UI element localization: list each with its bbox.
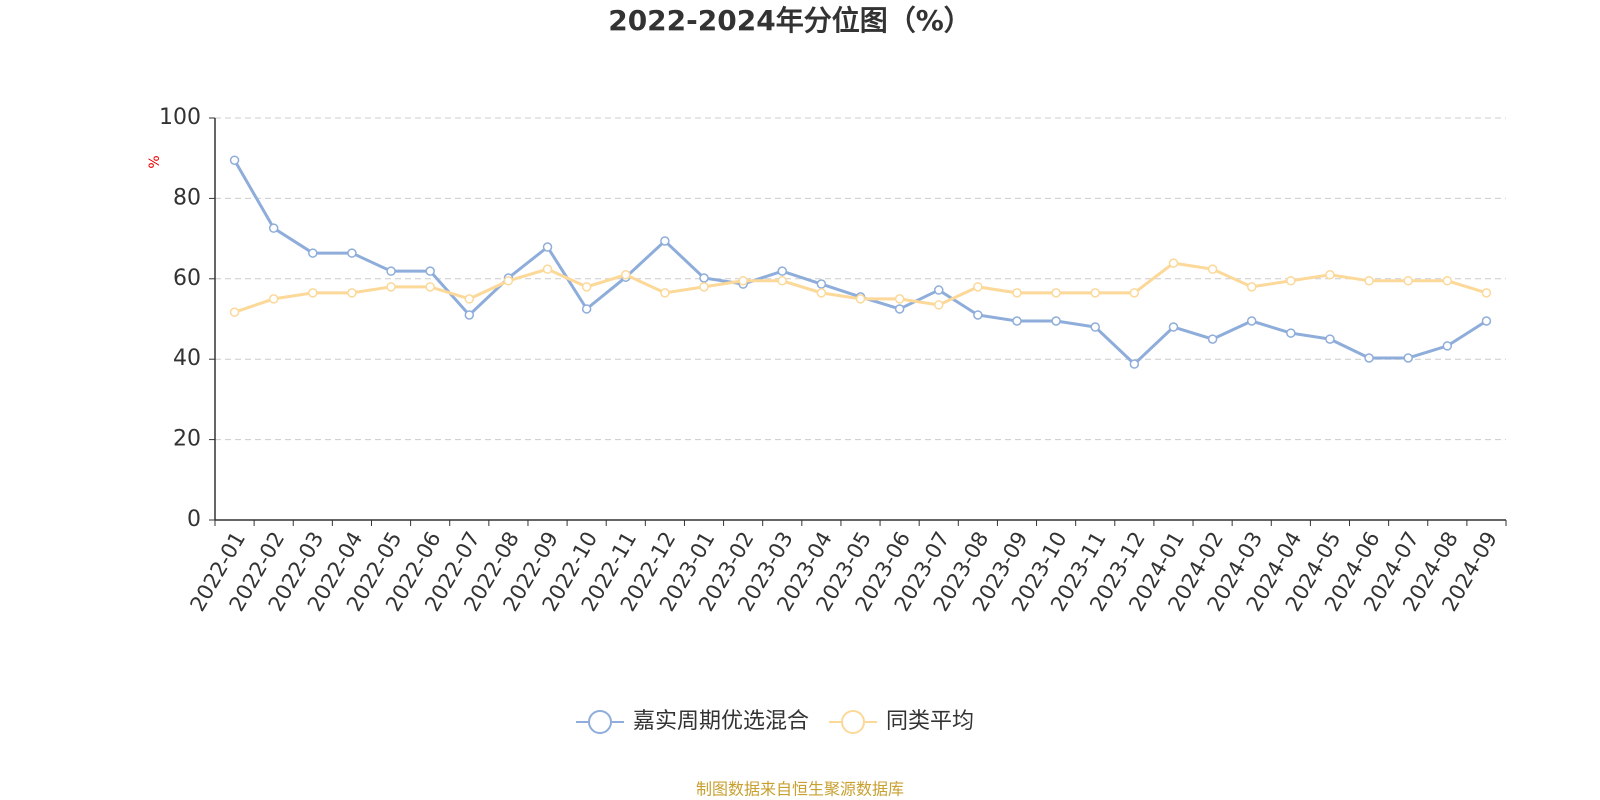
data-point: [1364, 353, 1374, 363]
y-axis-label: %: [147, 155, 163, 168]
data-point: [1403, 353, 1413, 363]
data-point: [1129, 359, 1140, 369]
data-point: [1286, 276, 1296, 286]
y-tick-label: 80: [173, 185, 201, 210]
data-point: [1403, 276, 1413, 286]
legend-item: 同类平均: [829, 709, 974, 734]
data-point: [542, 264, 553, 274]
data-point: [542, 242, 553, 252]
data-point: [973, 282, 983, 292]
data-point: [1012, 288, 1022, 298]
data-point: [1207, 264, 1218, 274]
source-note: 制图数据来自恒生聚源数据库: [696, 780, 904, 799]
data-point: [1012, 316, 1022, 326]
data-point: [1364, 276, 1374, 286]
chart-title: 2022-2024年分位图（%）: [608, 4, 972, 37]
data-point: [1246, 282, 1257, 292]
data-point: [894, 294, 905, 304]
data-point: [347, 288, 357, 298]
data-point: [660, 288, 670, 298]
data-point: [738, 276, 748, 286]
data-point: [1442, 341, 1453, 351]
data-point: [1286, 328, 1296, 338]
data-point: [229, 307, 240, 317]
legend-label: 嘉实周期优选混合: [633, 709, 809, 734]
legend-item: 嘉实周期优选混合: [576, 709, 809, 734]
data-point: [386, 266, 396, 276]
data-point: [816, 279, 827, 289]
data-point: [1246, 316, 1257, 326]
data-point: [386, 282, 396, 292]
data-point: [1090, 288, 1100, 298]
data-point: [308, 248, 318, 258]
data-point: [660, 236, 670, 246]
data-point: [1090, 322, 1100, 332]
data-point: [581, 304, 592, 314]
data-point: [229, 155, 240, 165]
data-point: [464, 310, 475, 320]
data-point: [268, 294, 279, 304]
y-tick-label: 60: [173, 266, 201, 291]
data-point: [581, 282, 592, 292]
data-point: [1051, 316, 1061, 326]
y-tick-label: 0: [187, 507, 201, 532]
y-tick-label: 20: [173, 427, 201, 452]
data-point: [699, 273, 709, 283]
data-point: [1481, 288, 1492, 298]
data-point: [464, 294, 475, 304]
data-point: [503, 276, 514, 286]
data-point: [855, 294, 866, 304]
data-point: [777, 266, 788, 276]
legend-marker: [841, 710, 866, 734]
data-point: [425, 266, 435, 276]
data-point: [1207, 334, 1218, 344]
data-point: [425, 282, 435, 292]
data-point: [1129, 288, 1140, 298]
data-point: [816, 288, 827, 298]
data-point: [1442, 276, 1453, 286]
data-point: [308, 288, 318, 298]
data-point: [1481, 316, 1492, 326]
data-point: [973, 310, 983, 320]
data-point: [347, 248, 357, 258]
data-point: [699, 282, 709, 292]
legend-marker: [588, 710, 612, 734]
data-point: [1325, 270, 1335, 280]
data-point: [1168, 322, 1179, 332]
data-point: [1325, 334, 1335, 344]
data-point: [933, 285, 944, 295]
y-tick-label: 40: [173, 346, 201, 371]
data-point: [621, 270, 631, 280]
legend-label: 同类平均: [886, 709, 974, 734]
series-line: [233, 159, 1488, 367]
data-point: [1168, 258, 1179, 268]
data-point: [268, 223, 279, 233]
y-tick-label: 100: [159, 105, 201, 130]
data-point: [894, 304, 905, 314]
data-point: [933, 300, 944, 310]
data-point: [1051, 288, 1061, 298]
data-point: [777, 276, 788, 286]
